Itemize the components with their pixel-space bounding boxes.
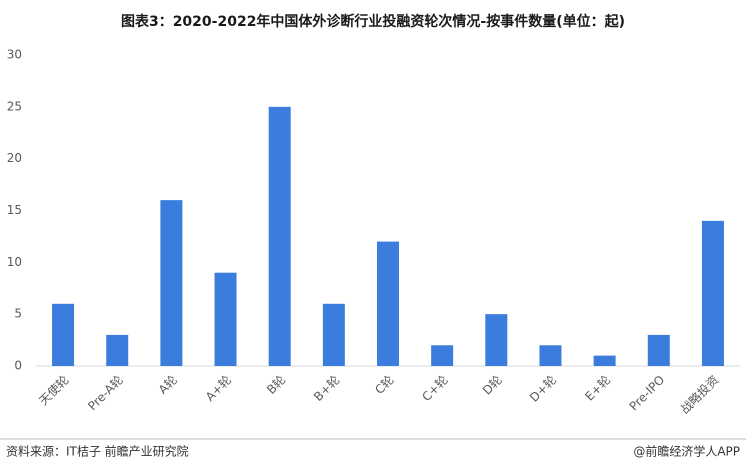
bar xyxy=(701,220,724,366)
x-tick-label: E+轮 xyxy=(582,373,613,404)
bar xyxy=(106,334,129,366)
source-note: 资料来源：IT桔子 前瞻产业研究院 xyxy=(6,444,189,459)
bar xyxy=(160,200,183,366)
bar xyxy=(214,272,237,366)
x-tick-label: C+轮 xyxy=(419,373,450,404)
x-tick-label: A+轮 xyxy=(203,373,234,404)
y-tick-label: 20 xyxy=(7,151,22,165)
y-tick-label: 0 xyxy=(14,359,22,373)
bar xyxy=(431,345,454,366)
bar xyxy=(377,241,399,366)
x-tick-label: 天使轮 xyxy=(36,372,72,408)
bar xyxy=(268,106,291,366)
x-tick-label: D+轮 xyxy=(527,373,559,405)
y-tick-label: 10 xyxy=(7,255,22,269)
x-tick-label: Pre-IPO xyxy=(627,373,668,414)
y-tick-label: 5 xyxy=(14,307,22,321)
chart-title: 图表3：2020-2022年中国体外诊断行业投融资轮次情况-按事件数量(单位：起… xyxy=(121,13,625,30)
bar xyxy=(593,355,616,366)
bar xyxy=(539,345,562,366)
y-tick-label: 15 xyxy=(7,203,22,217)
y-tick-label: 25 xyxy=(7,99,22,113)
credit-note: @前瞻经济学人APP xyxy=(633,444,740,459)
bar xyxy=(647,334,670,366)
y-tick-label: 30 xyxy=(7,48,22,62)
x-tick-label: D轮 xyxy=(480,373,505,398)
bar xyxy=(52,303,75,366)
x-tick-label: A轮 xyxy=(156,373,180,397)
x-tick-label: B轮 xyxy=(264,373,288,397)
x-tick-label: Pre-A轮 xyxy=(85,373,126,414)
bar xyxy=(322,303,345,366)
bar xyxy=(485,314,508,366)
x-tick-label: C轮 xyxy=(372,373,396,397)
x-tick-label: B+轮 xyxy=(311,373,342,404)
x-tick-label: 战略投资 xyxy=(677,372,722,417)
